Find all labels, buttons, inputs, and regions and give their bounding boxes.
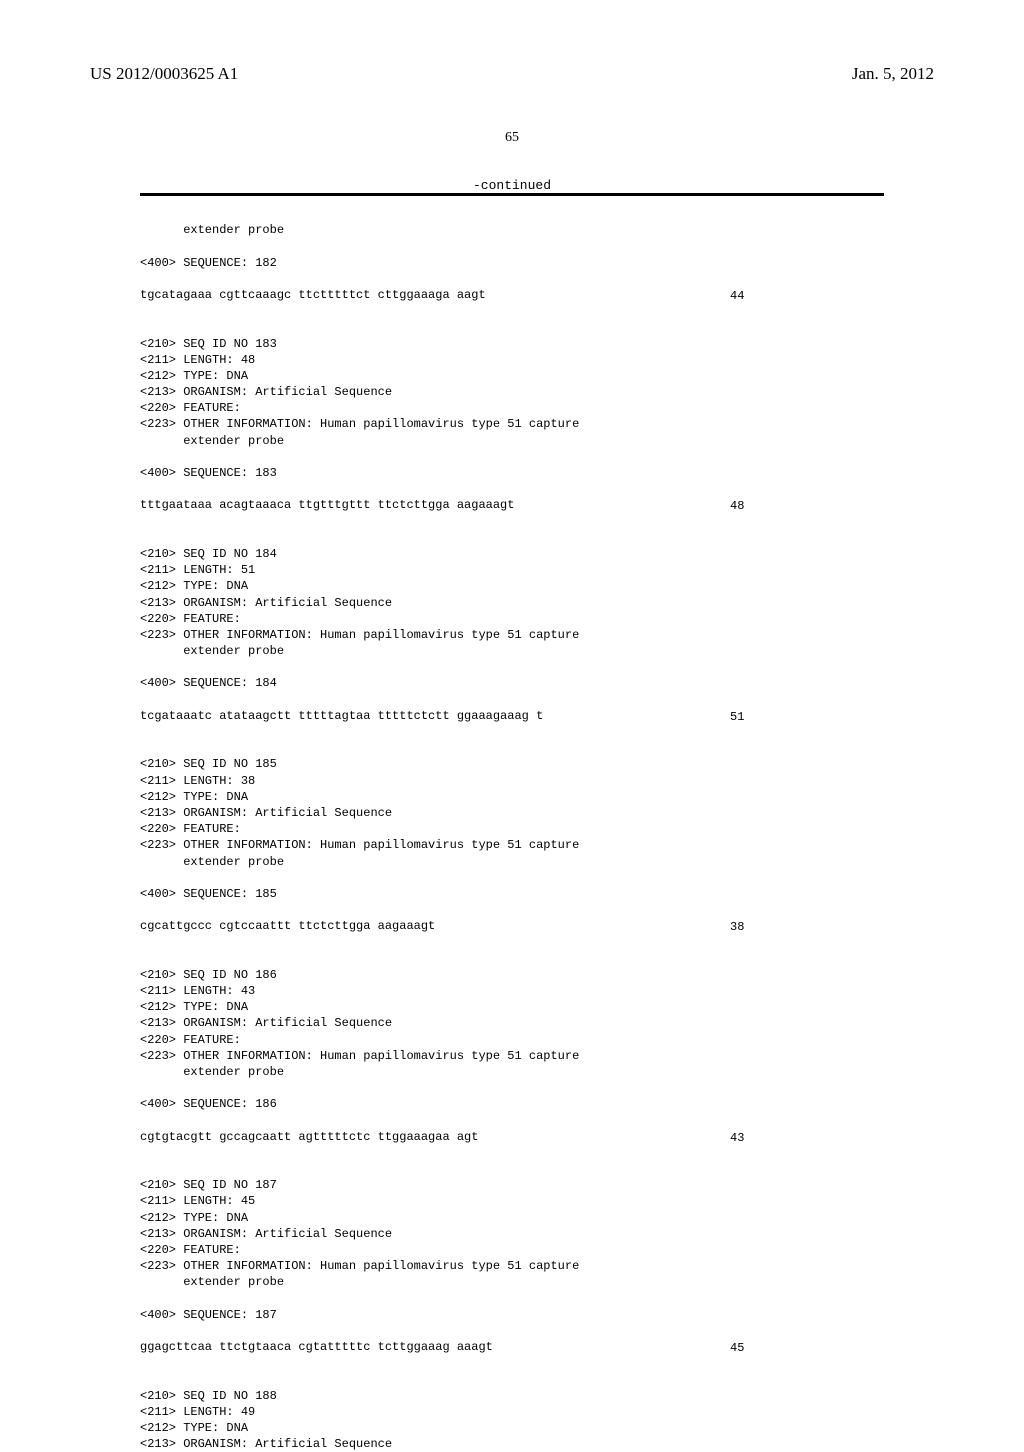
- seq-row-186: cgtgtacgtt gccagcaatt agtttttctc ttggaaa…: [140, 1130, 478, 1144]
- seq-organism-185: <213> ORGANISM: Artificial Sequence: [140, 806, 392, 820]
- seq-id-183: <210> SEQ ID NO 183: [140, 337, 277, 351]
- fragment-extender: extender probe: [140, 223, 284, 237]
- seq-length-184: <211> LENGTH: 51: [140, 563, 255, 577]
- sequence-text: tgcatagaaa cgttcaaagc ttctttttct cttggaa…: [140, 288, 486, 302]
- seq-other-186-l2: extender probe: [140, 1065, 284, 1079]
- sequence-length: 38: [730, 919, 744, 935]
- seq-feature-183: <220> FEATURE:: [140, 401, 241, 415]
- seq-other-184-l1: <223> OTHER INFORMATION: Human papilloma…: [140, 628, 579, 642]
- seq-id-187: <210> SEQ ID NO 187: [140, 1178, 277, 1192]
- seq-type-186: <212> TYPE: DNA: [140, 1000, 248, 1014]
- seq-other-187-l2: extender probe: [140, 1275, 284, 1289]
- seq-feature-185: <220> FEATURE:: [140, 822, 241, 836]
- sequence-text: cgcattgccc cgtccaattt ttctcttgga aagaaag…: [140, 919, 435, 933]
- seq-organism-186: <213> ORGANISM: Artificial Sequence: [140, 1016, 392, 1030]
- seq-type-187: <212> TYPE: DNA: [140, 1211, 248, 1225]
- seq-organism-187: <213> ORGANISM: Artificial Sequence: [140, 1227, 392, 1241]
- seq-row-185: cgcattgccc cgtccaattt ttctcttgga aagaaag…: [140, 919, 435, 933]
- seq-id-185: <210> SEQ ID NO 185: [140, 757, 277, 771]
- seq-tag-186: <400> SEQUENCE: 186: [140, 1097, 277, 1111]
- seq-type-184: <212> TYPE: DNA: [140, 579, 248, 593]
- sequence-length: 48: [730, 498, 744, 514]
- seq-feature-187: <220> FEATURE:: [140, 1243, 241, 1257]
- sequence-length: 45: [730, 1340, 744, 1356]
- publication-number: US 2012/0003625 A1: [90, 64, 238, 84]
- publication-date: Jan. 5, 2012: [852, 64, 934, 84]
- seq-id-188: <210> SEQ ID NO 188: [140, 1389, 277, 1403]
- seq-other-185-l2: extender probe: [140, 855, 284, 869]
- seq-length-188: <211> LENGTH: 49: [140, 1405, 255, 1419]
- rule-top: [140, 193, 884, 196]
- seq-length-186: <211> LENGTH: 43: [140, 984, 255, 998]
- seq-type-183: <212> TYPE: DNA: [140, 369, 248, 383]
- seq-length-183: <211> LENGTH: 48: [140, 353, 255, 367]
- seq-other-186-l1: <223> OTHER INFORMATION: Human papilloma…: [140, 1049, 579, 1063]
- continued-label: -continued: [0, 178, 1024, 193]
- seq-id-186: <210> SEQ ID NO 186: [140, 968, 277, 982]
- seq-other-183-l1: <223> OTHER INFORMATION: Human papilloma…: [140, 417, 579, 431]
- seq-other-183-l2: extender probe: [140, 434, 284, 448]
- sequence-listing: extender probe <400> SEQUENCE: 182 tgcat…: [140, 206, 884, 1452]
- seq-other-185-l1: <223> OTHER INFORMATION: Human papilloma…: [140, 838, 579, 852]
- seq-type-185: <212> TYPE: DNA: [140, 790, 248, 804]
- sequence-length: 51: [730, 709, 744, 725]
- seq-row-182: tgcatagaaa cgttcaaagc ttctttttct cttggaa…: [140, 288, 486, 302]
- seq-length-187: <211> LENGTH: 45: [140, 1194, 255, 1208]
- seq-tag-183: <400> SEQUENCE: 183: [140, 466, 277, 480]
- seq-feature-184: <220> FEATURE:: [140, 612, 241, 626]
- seq-tag-184: <400> SEQUENCE: 184: [140, 676, 277, 690]
- seq-organism-183: <213> ORGANISM: Artificial Sequence: [140, 385, 392, 399]
- seq-organism-188: <213> ORGANISM: Artificial Sequence: [140, 1437, 392, 1451]
- sequence-text: cgtgtacgtt gccagcaatt agtttttctc ttggaaa…: [140, 1130, 478, 1144]
- seq-length-185: <211> LENGTH: 38: [140, 774, 255, 788]
- page: US 2012/0003625 A1 Jan. 5, 2012 65 -cont…: [0, 0, 1024, 1320]
- seq-other-187-l1: <223> OTHER INFORMATION: Human papilloma…: [140, 1259, 579, 1273]
- seq-row-187: ggagcttcaa ttctgtaaca cgtatttttc tcttgga…: [140, 1340, 493, 1354]
- sequence-text: tttgaataaa acagtaaaca ttgtttgttt ttctctt…: [140, 498, 514, 512]
- seq-organism-184: <213> ORGANISM: Artificial Sequence: [140, 596, 392, 610]
- seq-other-184-l2: extender probe: [140, 644, 284, 658]
- page-header: US 2012/0003625 A1 Jan. 5, 2012: [0, 64, 1024, 84]
- seq-tag-185: <400> SEQUENCE: 185: [140, 887, 277, 901]
- seq-type-188: <212> TYPE: DNA: [140, 1421, 248, 1435]
- page-number: 65: [0, 130, 1024, 146]
- sequence-length: 44: [730, 288, 744, 304]
- seq-tag-182: <400> SEQUENCE: 182: [140, 256, 277, 270]
- seq-feature-186: <220> FEATURE:: [140, 1033, 241, 1047]
- seq-id-184: <210> SEQ ID NO 184: [140, 547, 277, 561]
- sequence-text: ggagcttcaa ttctgtaaca cgtatttttc tcttgga…: [140, 1340, 493, 1354]
- seq-row-184: tcgataaatc atataagctt tttttagtaa tttttct…: [140, 709, 543, 723]
- seq-row-183: tttgaataaa acagtaaaca ttgtttgttt ttctctt…: [140, 498, 514, 512]
- sequence-length: 43: [730, 1130, 744, 1146]
- sequence-text: tcgataaatc atataagctt tttttagtaa tttttct…: [140, 709, 543, 723]
